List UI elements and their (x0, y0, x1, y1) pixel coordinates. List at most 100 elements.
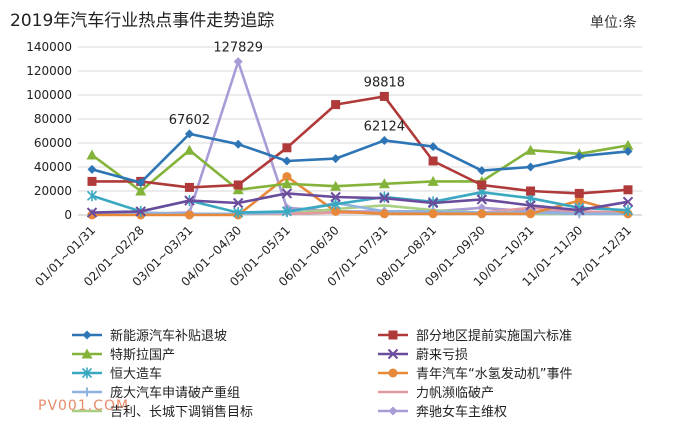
data-point (233, 139, 243, 149)
series-line (91, 192, 629, 214)
legend-item: 蔚来亏损 (378, 348, 468, 363)
data-point (82, 330, 92, 340)
chart-title: 2019年汽车行业热点事件走势追踪 (10, 11, 275, 31)
legend-label: 部分地区提前实施国六标准 (416, 328, 572, 344)
y-tick-label: 140000 (26, 40, 72, 54)
data-point (184, 129, 194, 139)
data-point (82, 387, 92, 397)
data-point (135, 185, 147, 196)
data-point (87, 164, 97, 174)
y-tick-label: 120000 (26, 64, 72, 78)
data-point (379, 209, 389, 219)
data-point (331, 100, 341, 110)
data-point (184, 182, 194, 192)
data-point (281, 188, 293, 199)
data-point (331, 206, 341, 216)
y-tick-label: 20000 (34, 184, 72, 198)
series-line (91, 144, 629, 193)
data-point (233, 207, 244, 219)
data-point (574, 204, 585, 216)
data-point (388, 406, 398, 416)
legend-item: 特斯拉国产 (72, 348, 175, 363)
legend-label: 吉利、长城下调销售目标 (110, 404, 253, 420)
data-point (379, 135, 389, 145)
grid-layer (78, 46, 642, 216)
data-point (183, 144, 195, 155)
data-label: 127829 (213, 41, 263, 56)
data-point (136, 178, 146, 188)
data-point (282, 172, 292, 182)
legend-item: 庞大汽车申请破产重组 (72, 385, 240, 401)
data-point (378, 178, 390, 189)
data-point (574, 196, 584, 206)
data-point (331, 154, 341, 164)
data-point (525, 200, 536, 211)
data-point (622, 204, 634, 216)
data-point (135, 206, 146, 217)
series-line (92, 175, 629, 217)
data-point (525, 144, 537, 155)
data-point (281, 205, 292, 217)
legend-item: 恒大造车 (72, 366, 162, 382)
data-point (86, 190, 98, 202)
data-point (476, 194, 488, 205)
data-point (428, 142, 438, 152)
legend-item: 新能源汽车补贴退坡 (72, 328, 227, 344)
data-point (623, 146, 633, 156)
data-point (574, 151, 584, 161)
watermark: PV001.COM (38, 398, 130, 414)
y-tick-label: 40000 (34, 160, 72, 174)
legend-label: 蔚来亏损 (416, 348, 468, 363)
data-point (282, 143, 292, 153)
data-point (428, 209, 438, 219)
data-point (427, 197, 439, 209)
annotation-layer: 67602 127829 98818 62124 (169, 41, 405, 135)
data-point (232, 197, 244, 209)
data-point (86, 207, 98, 218)
data-point (233, 180, 243, 190)
legend-label: 青年汽车“水氢发动机”事件 (416, 366, 572, 382)
legend-item: 奔驰女车主维权 (378, 404, 507, 420)
unit-label: 单位:条 (590, 15, 637, 31)
data-point (477, 180, 487, 190)
y-tick-label: 100000 (26, 88, 72, 102)
data-point (379, 91, 389, 101)
data-point (379, 192, 390, 204)
axis-layer: 0200004000060000800001000001200001400000… (26, 40, 642, 289)
data-point (427, 175, 439, 186)
data-point (281, 178, 293, 189)
data-point (428, 156, 438, 166)
legend-label: 庞大汽车申请破产重组 (110, 385, 240, 401)
y-tick-label: 80000 (34, 112, 72, 126)
y-tick-label: 60000 (34, 136, 72, 150)
data-point (388, 330, 398, 340)
data-point (87, 176, 97, 186)
legend-item: 力帆濒临破产 (378, 386, 494, 401)
series-1 (87, 91, 633, 198)
data-point (622, 139, 634, 150)
series-3 (86, 188, 634, 218)
y-tick-label: 0 (64, 208, 72, 222)
data-point (86, 149, 98, 160)
data-label: 98818 (364, 75, 405, 90)
data-point (81, 348, 93, 359)
legend-label: 特斯拉国产 (110, 348, 175, 363)
series-9 (87, 57, 633, 219)
series-0 (87, 129, 633, 188)
legend-label: 力帆濒临破产 (416, 386, 494, 401)
legend-label: 奔驰女车主维权 (416, 404, 507, 420)
data-point (388, 368, 398, 378)
data-point (184, 210, 194, 220)
data-point (526, 186, 536, 196)
legend-label: 新能源汽车补贴退坡 (110, 328, 227, 344)
data-label: 62124 (364, 119, 405, 134)
data-label: 67602 (169, 113, 210, 128)
data-point (477, 166, 487, 176)
data-point (233, 57, 243, 67)
data-point (526, 162, 536, 172)
data-point (81, 367, 93, 379)
data-point (184, 195, 195, 206)
series-layer (86, 57, 634, 220)
